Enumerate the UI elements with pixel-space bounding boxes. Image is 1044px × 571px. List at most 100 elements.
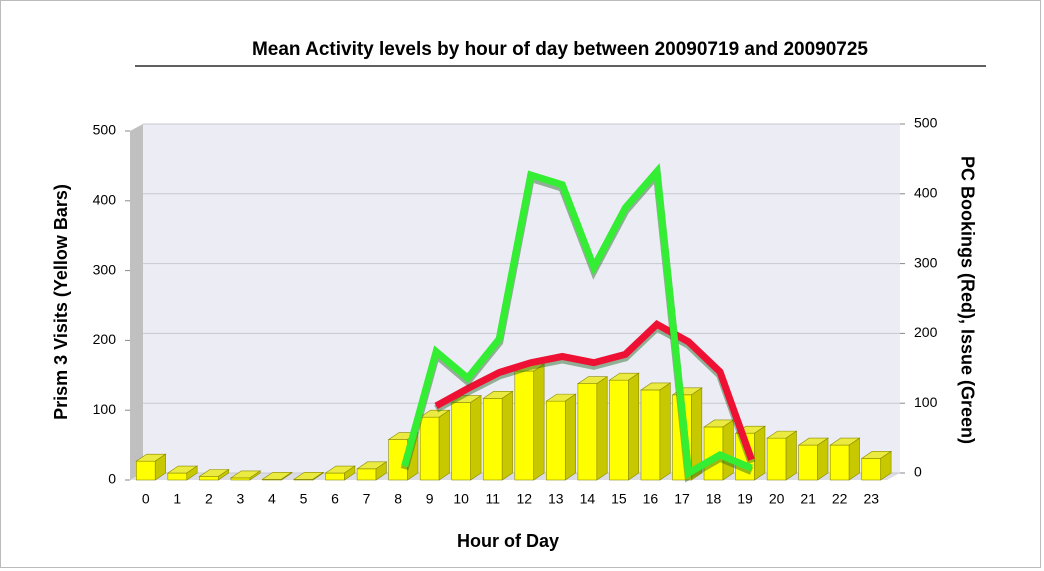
bar-side [218, 468, 230, 481]
bar-side [880, 450, 892, 481]
bar-side [281, 471, 293, 481]
bar [829, 437, 861, 481]
y-tick-label: 200 [93, 331, 117, 347]
bar-front [766, 437, 787, 481]
x-tick-label: 7 [363, 491, 371, 507]
chart-title: Mean Activity levels by hour of day betw… [252, 39, 868, 60]
x-tick-label: 23 [863, 491, 879, 507]
y2-axis-label: PC Bookings (Red), Issue (Green) [957, 156, 977, 444]
bar-side [691, 387, 703, 481]
bar-side [848, 437, 860, 481]
x-tick-label: 10 [453, 491, 469, 507]
bar-front [356, 468, 377, 481]
bar-side [501, 390, 513, 481]
x-tick-label: 8 [394, 491, 402, 507]
bar [639, 382, 672, 481]
y-tick-label: 300 [93, 261, 117, 277]
bar-front [798, 444, 818, 481]
y-axis-label: Prism 3 Visits (Yellow Bars) [51, 184, 71, 420]
x-tick-label: 6 [331, 491, 339, 507]
y-tick-label: 0 [108, 471, 116, 487]
bar [860, 450, 893, 481]
y2-tick-label: 200 [914, 324, 938, 340]
bar-side [533, 363, 545, 481]
bar [450, 394, 483, 481]
bar-side [754, 425, 766, 481]
x-tick-label: 5 [300, 491, 308, 507]
bar-side [628, 372, 640, 481]
line [401, 163, 753, 479]
y2-tick-label: 100 [914, 394, 938, 410]
x-tick-label: 20 [769, 491, 785, 507]
bar-front [419, 416, 440, 481]
bar [293, 471, 325, 481]
bar-front [230, 477, 251, 481]
bar [229, 470, 262, 481]
bar [482, 390, 514, 481]
bar-front [640, 389, 661, 481]
bar [797, 437, 829, 481]
x-tick-label: 17 [674, 491, 690, 507]
x-tick-label: 3 [236, 491, 244, 507]
bar-side [817, 437, 829, 481]
bar [513, 363, 546, 481]
bar-front [199, 476, 219, 481]
bar-side [344, 465, 356, 481]
bar-front [451, 402, 471, 481]
x-tick-label: 14 [580, 491, 596, 507]
y-tick-label: 500 [93, 122, 117, 138]
x-tick-label: 15 [611, 491, 627, 507]
bar [135, 453, 167, 481]
bar-side [154, 453, 166, 481]
bar-front [609, 379, 629, 481]
bar [608, 372, 640, 481]
bar [419, 409, 451, 481]
bar-front [546, 400, 566, 481]
bar-front [325, 472, 345, 481]
bar-side [375, 461, 387, 481]
bar-front [482, 398, 503, 481]
bar-side [186, 465, 198, 481]
bar [576, 376, 609, 481]
bar [261, 471, 293, 481]
bar [324, 465, 356, 481]
left-wall [130, 124, 143, 480]
bar [766, 430, 798, 481]
y2-tick-label: 400 [914, 185, 938, 201]
bar [545, 393, 577, 481]
x-tick-label: 11 [485, 491, 500, 507]
x-tick-label: 16 [643, 491, 659, 507]
bar-front [861, 458, 881, 481]
x-tick-label: 21 [800, 491, 816, 507]
bar-side [722, 419, 734, 481]
bar [703, 419, 735, 481]
bar-side [564, 393, 576, 481]
y2-tick-label: 300 [914, 254, 938, 270]
bar-front [514, 370, 535, 481]
x-tick-label: 1 [173, 491, 181, 507]
line [434, 320, 755, 461]
bar [166, 465, 199, 481]
bar-side [312, 471, 324, 481]
bar-front [136, 460, 156, 481]
bar-front [167, 472, 188, 481]
x-tick-label: 18 [706, 491, 722, 507]
bar-side [596, 376, 608, 481]
y-tick-label: 400 [93, 192, 117, 208]
bar-front [829, 444, 850, 481]
x-tick-label: 9 [426, 491, 434, 507]
x-tick-label: 13 [548, 491, 564, 507]
y2-tick-label: 0 [914, 464, 922, 480]
bar-side [470, 394, 482, 481]
x-axis-label: Hour of Day [457, 531, 559, 551]
x-tick-label: 22 [832, 491, 848, 507]
bar [356, 461, 388, 481]
bar-side [249, 470, 261, 481]
bar [198, 468, 230, 481]
y-tick-label: 100 [93, 401, 117, 417]
x-tick-label: 0 [142, 491, 150, 507]
bar-side [659, 382, 671, 481]
x-tick-label: 12 [516, 491, 532, 507]
x-tick-label: 2 [205, 491, 213, 507]
